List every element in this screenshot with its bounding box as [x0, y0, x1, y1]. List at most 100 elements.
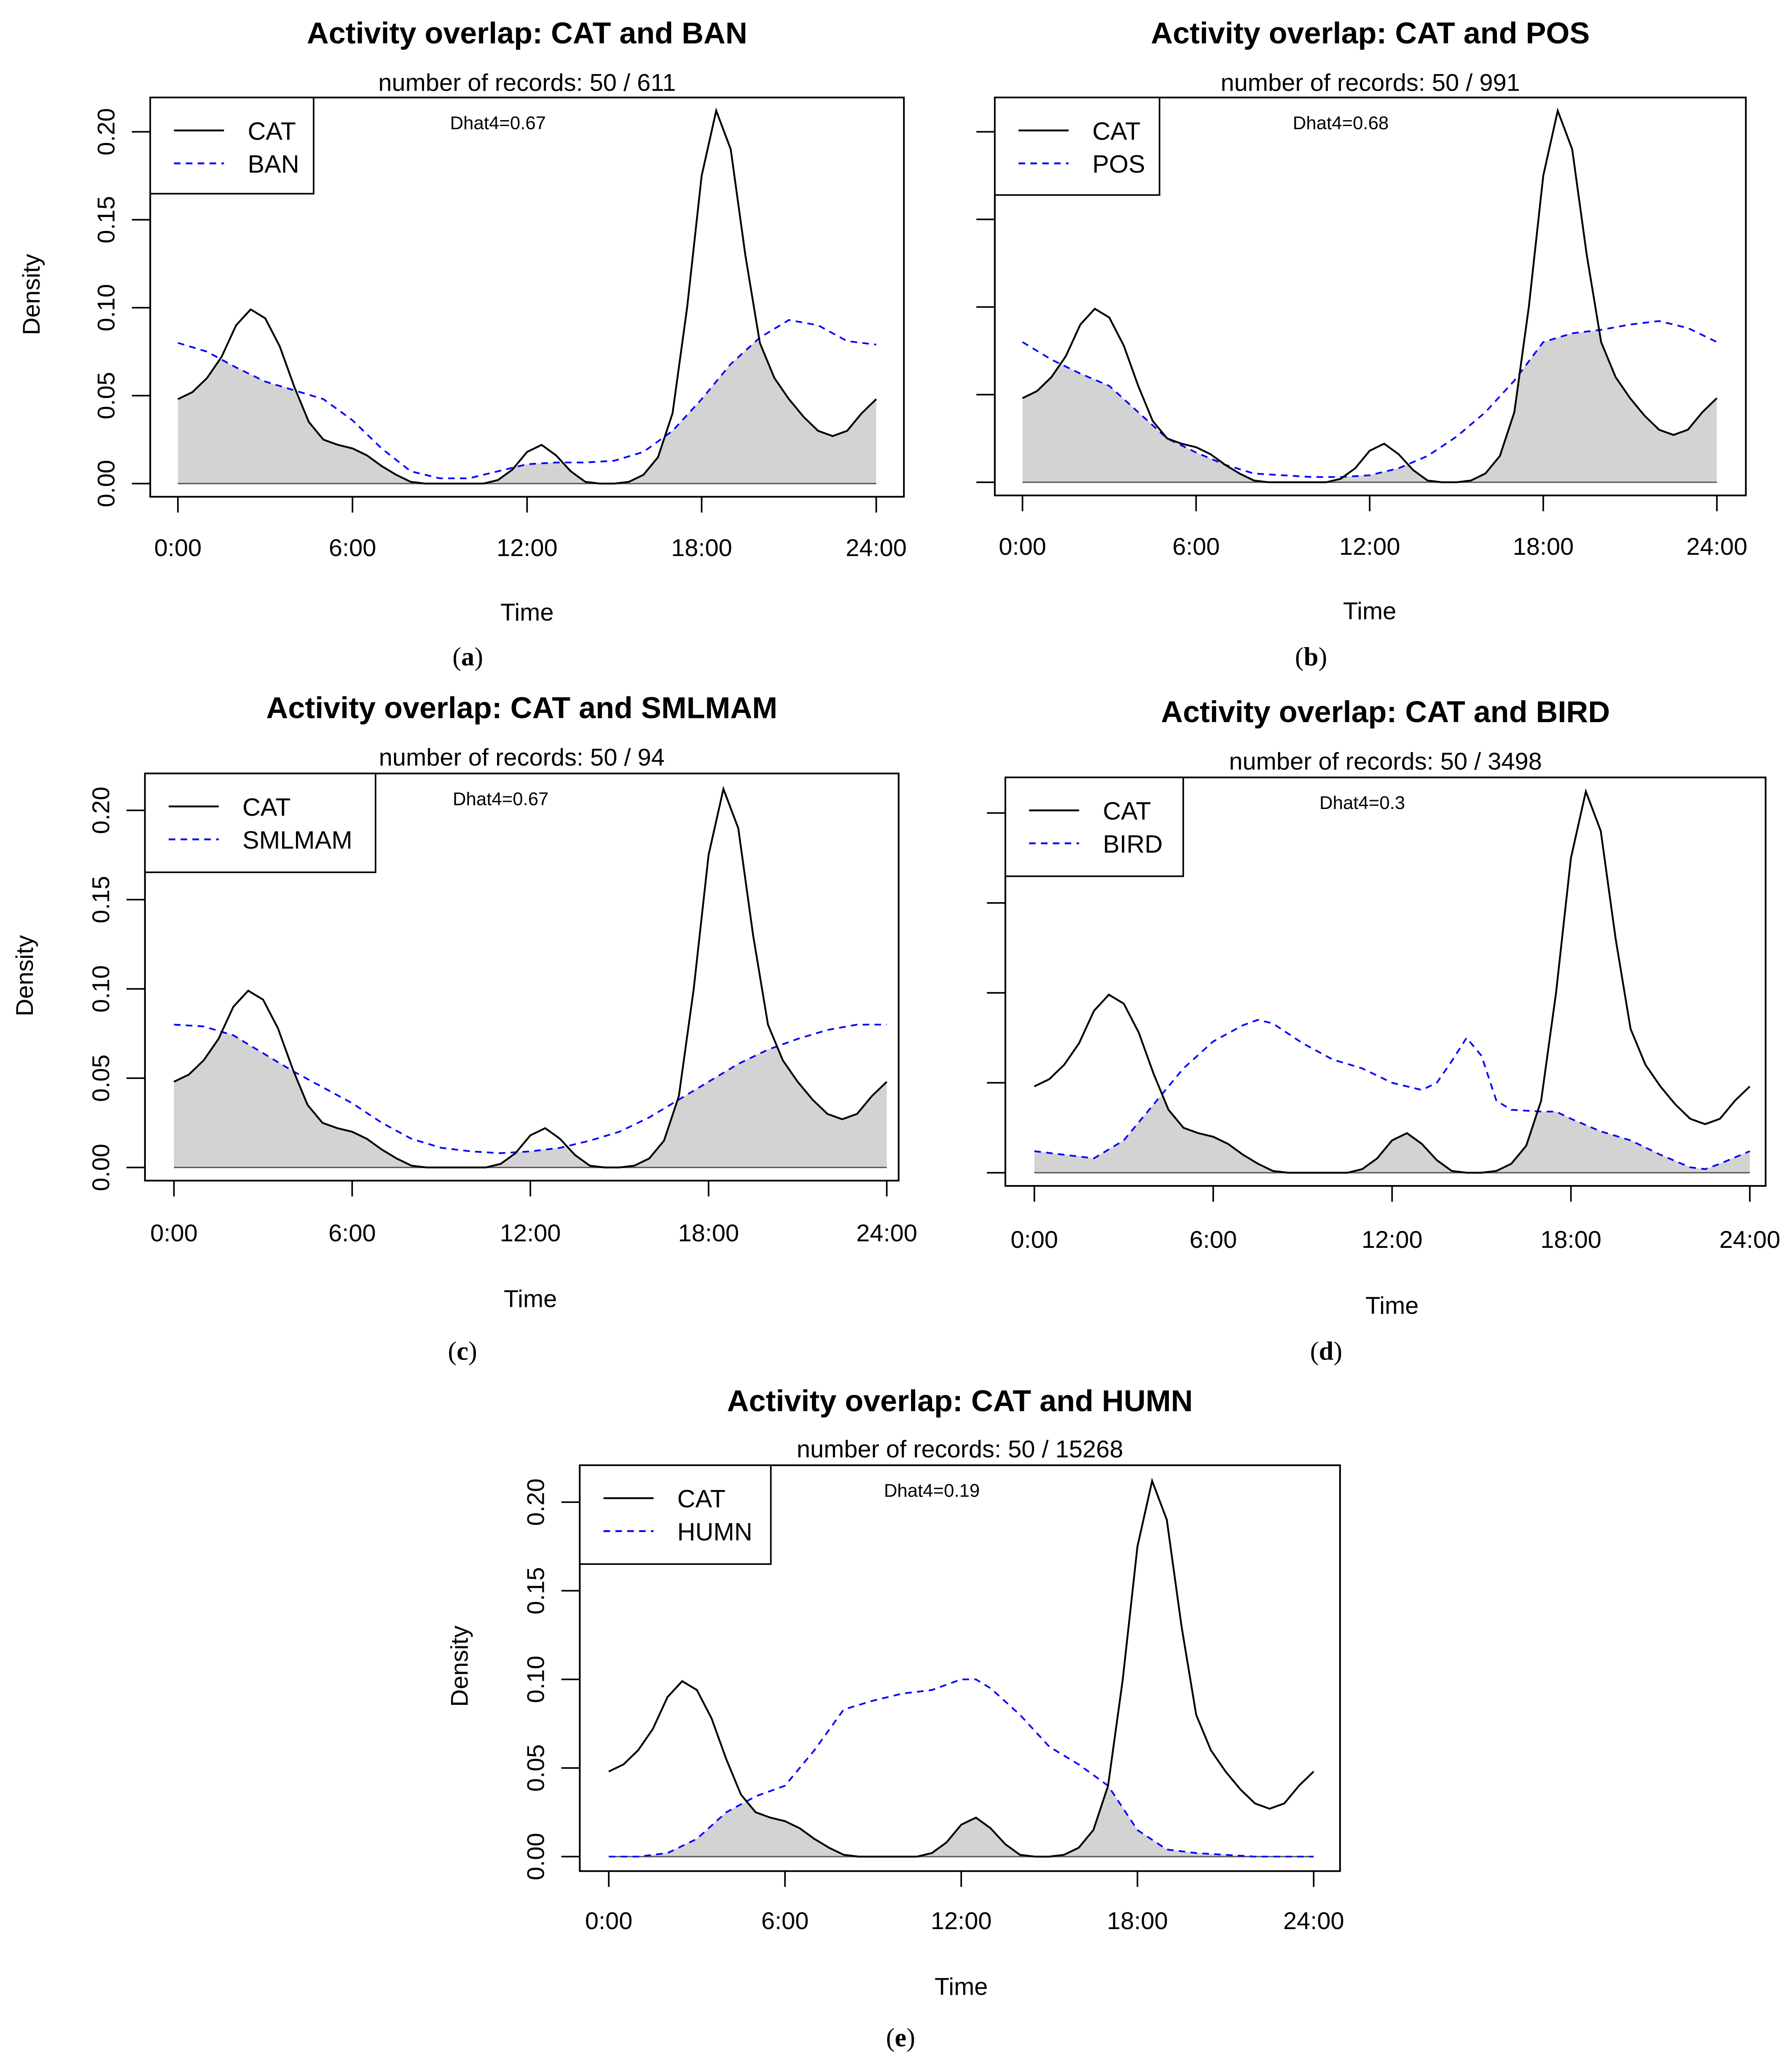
- caption-paren: ): [474, 642, 483, 671]
- overlap-coefficient-annotation: Dhat4=0.19: [884, 1481, 980, 1501]
- chart-title: Activity overlap: CAT and HUMN: [727, 1384, 1193, 1418]
- panel-d: Activity overlap: CAT and BIRD number of …: [987, 695, 1780, 1366]
- caption-letter: e: [895, 2023, 907, 2052]
- legend-label-cat: CAT: [1092, 117, 1140, 145]
- y-tick-label: 0.00: [523, 1833, 550, 1881]
- legend-label-other: BIRD: [1103, 830, 1163, 858]
- plot-frame: [1004, 777, 1767, 1187]
- panel-b: Activity overlap: CAT and POS number of r…: [976, 16, 1747, 671]
- y-tick-label: 0.10: [93, 284, 120, 332]
- legend-box: [1005, 777, 1184, 877]
- x-tick-label: 18:00: [1513, 533, 1574, 560]
- caption-paren: (: [448, 1336, 457, 1366]
- x-tick-label: 24:00: [1283, 1908, 1344, 1935]
- overlap-coefficient-annotation: Dhat4=0.3: [1319, 793, 1405, 813]
- y-tick-label: 0.20: [93, 108, 120, 156]
- x-axis-label: Time: [500, 599, 553, 626]
- legend-box: [994, 97, 1161, 196]
- series-cat-line: [173, 785, 888, 1169]
- panel-caption: (e): [886, 2023, 915, 2052]
- x-tick-label: 12:00: [497, 535, 558, 562]
- series-cat-line: [1034, 788, 1751, 1174]
- plot-frame: [579, 1464, 1341, 1872]
- y-tick-label: 0.20: [88, 787, 115, 834]
- legend-label-cat: CAT: [248, 117, 296, 145]
- y-axis-label: Density: [446, 1626, 473, 1707]
- legend-label-other: POS: [1092, 150, 1145, 178]
- caption-paren: (: [452, 642, 461, 671]
- series-bird-line: [1034, 1019, 1750, 1170]
- y-axis-label: Density: [11, 935, 38, 1016]
- chart-title: Activity overlap: CAT and BIRD: [1161, 695, 1610, 729]
- y-tick-label: 0.05: [93, 372, 120, 419]
- x-tick-label: 12:00: [500, 1220, 561, 1247]
- caption-paren: ): [1333, 1336, 1342, 1366]
- legend: CAT SMLMAM: [144, 772, 376, 873]
- panel-caption: (c): [448, 1336, 477, 1366]
- overlap-area: [1022, 330, 1717, 482]
- overlap-area: [609, 1785, 1314, 1857]
- overlap-coefficient-annotation: Dhat4=0.67: [453, 789, 548, 809]
- legend-label-other: HUMN: [677, 1518, 752, 1546]
- legend-label-other: BAN: [248, 150, 299, 178]
- overlap-area: [174, 1032, 887, 1168]
- x-axis-label: Time: [1365, 1292, 1419, 1319]
- legend-label-cat: CAT: [1103, 797, 1151, 825]
- chart-subtitle: number of records: 50 / 991: [1221, 70, 1520, 97]
- y-axis-label: Density: [18, 254, 45, 335]
- panel-e: Activity overlap: CAT and HUMN number of …: [446, 1384, 1344, 2053]
- series-cat-line: [177, 107, 877, 485]
- x-tick-label: 12:00: [931, 1908, 992, 1935]
- series-cat-line: [1022, 108, 1718, 484]
- chart-title: Activity overlap: CAT and POS: [1151, 16, 1590, 50]
- x-axis-label: Time: [1343, 598, 1396, 625]
- x-tick-label: 18:00: [1107, 1908, 1168, 1935]
- series-cat-line: [608, 1478, 1314, 1858]
- y-tick-label: 0.10: [88, 965, 115, 1013]
- chart-title: Activity overlap: CAT and BAN: [307, 16, 747, 50]
- caption-paren: ): [1318, 642, 1327, 671]
- y-tick-label: 0.20: [523, 1478, 550, 1526]
- legend-box: [579, 1464, 772, 1565]
- overlap-area: [178, 340, 876, 484]
- caption-letter: a: [461, 642, 474, 671]
- x-tick-label: 6:00: [329, 535, 376, 562]
- chart-subtitle: number of records: 50 / 94: [379, 744, 665, 771]
- x-tick-label: 6:00: [761, 1908, 809, 1935]
- x-tick-label: 0:00: [150, 1220, 198, 1247]
- x-tick-label: 6:00: [328, 1220, 376, 1247]
- series-humn-line: [609, 1678, 1314, 1858]
- series-pos-line: [1022, 320, 1717, 478]
- legend-label-cat: CAT: [677, 1485, 725, 1513]
- chart-subtitle: number of records: 50 / 15268: [797, 1436, 1123, 1463]
- x-tick-label: 0:00: [1010, 1226, 1058, 1253]
- y-tick-label: 0.00: [88, 1144, 115, 1191]
- panel-caption: (b): [1295, 642, 1327, 671]
- y-tick-label: 0.15: [93, 196, 120, 244]
- plot-frame: [149, 97, 905, 498]
- x-tick-label: 12:00: [1339, 533, 1400, 560]
- x-tick-label: 12:00: [1362, 1226, 1423, 1253]
- caption-paren: (: [1295, 642, 1304, 671]
- panel-c: Activity overlap: CAT and SMLMAM number o…: [11, 691, 917, 1365]
- chart-subtitle: number of records: 50 / 611: [378, 70, 676, 97]
- legend: CAT POS: [994, 97, 1161, 196]
- x-tick-label: 18:00: [671, 535, 732, 562]
- caption-paren: (: [1310, 1336, 1319, 1366]
- legend: CAT BAN: [149, 97, 314, 195]
- caption-paren: ): [468, 1336, 477, 1366]
- legend-box: [144, 772, 376, 873]
- y-tick-label: 0.10: [523, 1656, 550, 1703]
- caption-letter: d: [1319, 1336, 1334, 1366]
- x-axis-label: Time: [504, 1286, 557, 1313]
- caption-paren: (: [886, 2023, 895, 2052]
- x-axis-label: Time: [935, 1973, 988, 2000]
- x-tick-label: 24:00: [1686, 533, 1747, 560]
- overlap-coefficient-annotation: Dhat4=0.67: [450, 113, 546, 133]
- panel-caption: (d): [1310, 1336, 1342, 1366]
- y-tick-label: 0.05: [88, 1054, 115, 1102]
- y-tick-label: 0.05: [523, 1744, 550, 1792]
- caption-letter: b: [1304, 642, 1319, 671]
- x-tick-label: 18:00: [678, 1220, 739, 1247]
